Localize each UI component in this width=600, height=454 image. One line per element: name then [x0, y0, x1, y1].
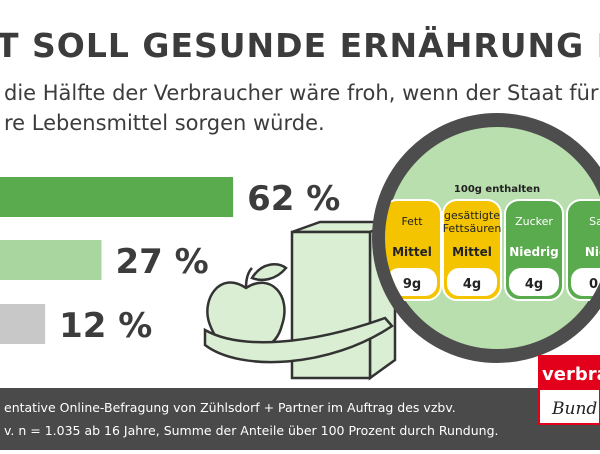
- amount-box: [509, 268, 559, 296]
- subtitle: die Hälfte der Verbraucher wäre froh, we…: [4, 81, 599, 105]
- nutrient-level: Mittel: [392, 245, 432, 259]
- amount-box: [387, 268, 437, 296]
- nutrient-name: Fettsäuren: [443, 222, 502, 235]
- logo-top: verbra: [542, 364, 600, 385]
- nutrient-name: gesättigte: [444, 209, 500, 222]
- footer-text: v. n = 1.035 ab 16 Jahre, Summe der Ante…: [4, 423, 499, 438]
- nutrition-label: 100g enthalten Fett Mittel 9g gesättigteFet…: [385, 184, 600, 301]
- value-label: 27 %: [116, 242, 209, 282]
- nutrient-name: Fett: [401, 215, 423, 228]
- food-illustration: [203, 220, 397, 381]
- logo: verbra Bund: [538, 355, 600, 425]
- nutrient-level: Nie: [585, 245, 600, 259]
- nutrient-level: Mittel: [452, 245, 492, 259]
- bar-chart: 62 % 27 % 12 %: [0, 177, 340, 346]
- nutrient-amount: 9g: [403, 277, 421, 292]
- footer-band: [0, 388, 600, 450]
- title: T SOLL GESUNDE ERNÄHRUNG FÖRDER: [0, 25, 600, 65]
- nutrient-amount: 0,: [589, 277, 600, 292]
- nutrient-amount: 4g: [463, 277, 481, 292]
- label-heading: 100g enthalten: [454, 184, 540, 195]
- subtitle: re Lebensmittel sorgen würde.: [4, 111, 325, 135]
- bar: [0, 177, 234, 217]
- bar: [0, 304, 46, 344]
- logo-bottom: Bund: [551, 399, 597, 419]
- nutrient-name: Zucker: [515, 215, 553, 228]
- amount-box: [571, 268, 600, 296]
- footer-text: entative Online-Befragung von Zühlsdorf …: [4, 400, 456, 415]
- nutrient-name: Sa: [589, 215, 600, 228]
- amount-box: [447, 268, 497, 296]
- bar: [0, 240, 102, 280]
- value-label: 62 %: [247, 179, 340, 219]
- nutrient-level: Niedrig: [509, 245, 559, 259]
- value-label: 12 %: [59, 306, 152, 346]
- nutrient-amount: 4g: [525, 277, 543, 292]
